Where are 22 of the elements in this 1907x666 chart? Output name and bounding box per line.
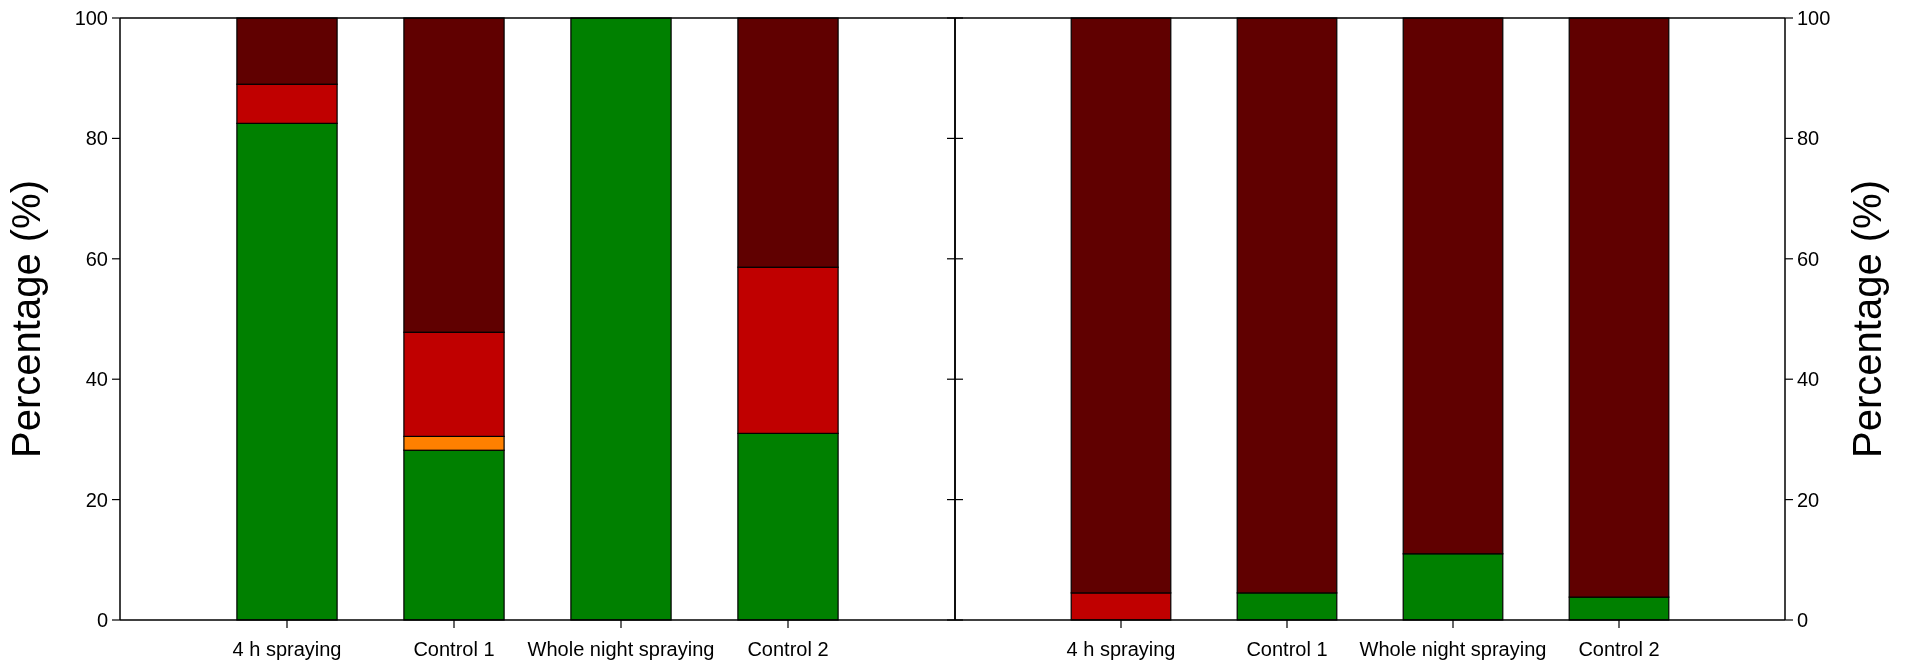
y2-tick-label: 20 [1797,488,1820,511]
x-tick-label: 4 h spraying [232,638,342,660]
y-tick-label: 60 [85,247,108,270]
y-axis-title: Percentage (%) [4,180,48,458]
y-tick-label: 0 [96,609,108,631]
y2-tick-label: 40 [1797,368,1820,391]
x-tick-label: Control 2 [747,638,829,660]
y-tick-label: 20 [85,488,108,511]
x-tick-label: Control 1 [1246,638,1328,660]
y-tick-label: 100 [74,7,108,29]
y2-tick-label: 100 [1797,7,1831,29]
y2-axis-title: Percentage (%) [1845,180,1889,458]
x-tick-label: Control 2 [1578,638,1660,660]
y2-tick-label: 60 [1797,247,1820,270]
y-tick-label: 40 [85,368,108,391]
y-tick-label: 80 [85,127,108,150]
x-tick-label: Whole night spraying [1359,638,1547,660]
x-tick-label: Control 1 [413,638,495,660]
y2-tick-label: 80 [1797,127,1820,150]
y2-tick-label: 0 [1797,609,1809,631]
x-tick-label: Whole night spraying [527,638,715,660]
x-tick-label: 4 h spraying [1066,638,1176,660]
